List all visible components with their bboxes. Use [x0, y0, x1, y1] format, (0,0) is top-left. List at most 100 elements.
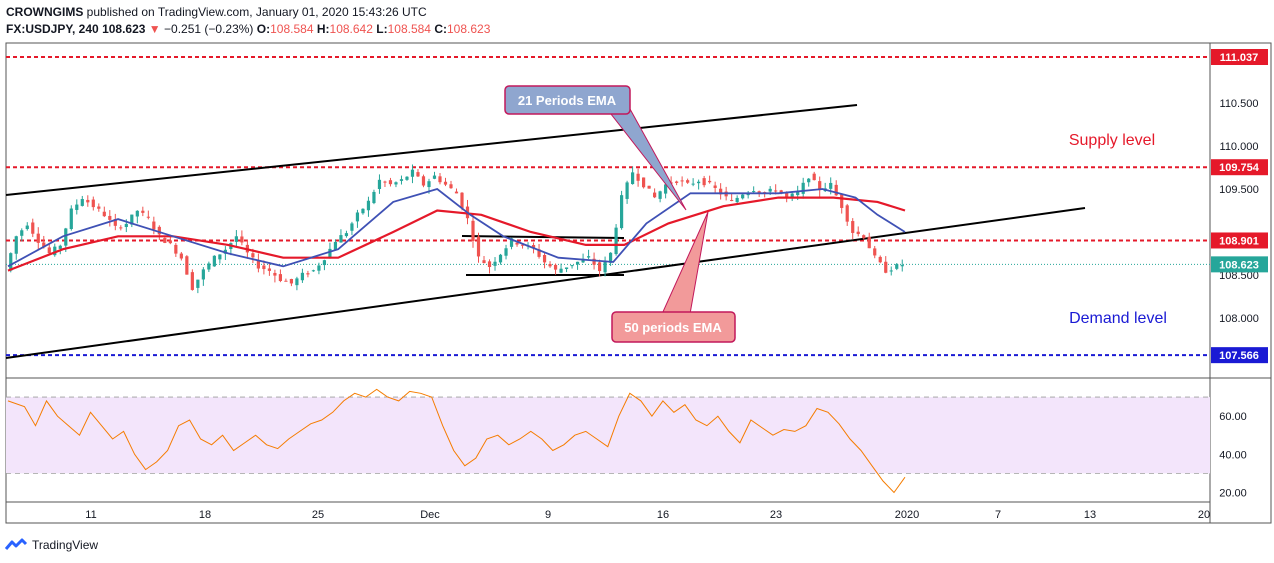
candle-body [564, 267, 569, 270]
candle-body [119, 227, 123, 229]
candle-body [9, 253, 13, 271]
candle-body [548, 264, 552, 267]
candle-body [273, 272, 277, 276]
l-value: 108.584 [387, 22, 431, 36]
ema50-callout-pointer [661, 211, 709, 315]
l-label: L: [376, 22, 388, 36]
tradingview-footer[interactable]: TradingView [4, 536, 98, 554]
candle-body [586, 256, 591, 258]
candle-body [713, 185, 717, 188]
candle-body [278, 274, 283, 282]
channel-lower-line [5, 207, 1086, 359]
time-tick-label: Dec [420, 509, 440, 521]
candle-body [873, 248, 877, 256]
price-tick-label: 110.000 [1220, 141, 1259, 153]
candle-body [476, 236, 481, 257]
level-label-bg [1211, 256, 1268, 273]
footer-brand: TradingView [32, 538, 99, 552]
candle-body [58, 245, 62, 249]
candle-body [801, 182, 805, 194]
chart-canvas[interactable]: Supply level Demand level 21 Periods EMA 50… [0, 0, 1274, 534]
candle-body [757, 191, 761, 193]
candle-body [53, 246, 57, 256]
candle-body [394, 182, 398, 185]
candle-body [388, 180, 393, 185]
level-label: 108.623 [1219, 259, 1259, 271]
candle-body [300, 272, 305, 281]
level-label-bg [1211, 232, 1268, 249]
chart-frame [5, 42, 1272, 524]
last-price: 108.623 [102, 22, 146, 36]
candle-body [614, 227, 618, 255]
candle-body [399, 179, 404, 181]
candle-body [597, 262, 602, 272]
candle-body [179, 253, 183, 259]
candle-body [454, 191, 459, 194]
candle-body [240, 236, 244, 243]
candle-body [570, 265, 574, 267]
candle-body [333, 241, 338, 250]
header-title: CROWNGIMS published on TradingView.com, … [6, 5, 427, 19]
time-tick-label: 20 [1198, 509, 1210, 521]
candle-body [135, 210, 139, 217]
candle-body [818, 181, 822, 191]
candle-body [675, 181, 679, 183]
candle-body [256, 260, 260, 269]
price-tick-label: 109.500 [1219, 184, 1259, 196]
level-label: 108.901 [1219, 235, 1259, 247]
candle-body [146, 216, 150, 218]
candle-body [157, 226, 161, 235]
candle-body [64, 228, 68, 246]
time-tick-label: 9 [545, 509, 551, 521]
change: −0.251 (−0.23%) [164, 22, 254, 36]
candle-body [845, 205, 849, 222]
candle-body [152, 221, 156, 230]
candle-body [752, 191, 756, 193]
time-tick-label: 11 [85, 509, 96, 521]
candle-body [619, 195, 624, 229]
candle-body [355, 212, 360, 222]
candle-body [862, 235, 866, 239]
candle-body [471, 220, 475, 241]
candle-body [856, 231, 860, 235]
candle-body [97, 206, 101, 209]
candle-body [218, 254, 222, 260]
candle-body [196, 279, 200, 288]
channel-upper-line [5, 104, 858, 196]
candle-body [553, 264, 558, 270]
candle-body [895, 264, 899, 269]
candle-body [377, 179, 382, 190]
candle-body [768, 188, 772, 192]
candle-body [735, 197, 739, 203]
candle-body [653, 192, 657, 198]
candle-body [42, 242, 46, 248]
ema21-callout-text: 21 Periods EMA [518, 93, 617, 108]
candle-body [493, 261, 497, 266]
candle-body [108, 215, 112, 220]
candle-body [840, 194, 844, 208]
c-value: 108.623 [447, 22, 491, 36]
candle-body [432, 175, 437, 179]
published-text: published on TradingView.com, January 01… [86, 5, 427, 19]
candle-body [20, 230, 24, 236]
candle-body [686, 180, 690, 183]
candle-body [339, 235, 343, 243]
ema50-callout-text: 50 periods EMA [624, 320, 722, 335]
candle-body [774, 190, 778, 192]
candle-body [124, 223, 128, 228]
candle-body [328, 248, 332, 258]
candle-body [730, 199, 734, 201]
candle-body [366, 200, 371, 211]
candle-body [284, 280, 288, 282]
level-label: 111.037 [1220, 52, 1259, 64]
rsi-tick-label: 60.00 [1219, 411, 1247, 423]
candle-body [779, 190, 783, 194]
candle-body [289, 278, 294, 284]
candle-body [691, 183, 695, 185]
candle-body [796, 192, 800, 196]
candle-body [75, 204, 79, 210]
candle-body [47, 247, 51, 254]
candle-body [410, 169, 415, 177]
candle-body [405, 176, 409, 180]
candle-body [834, 184, 838, 196]
